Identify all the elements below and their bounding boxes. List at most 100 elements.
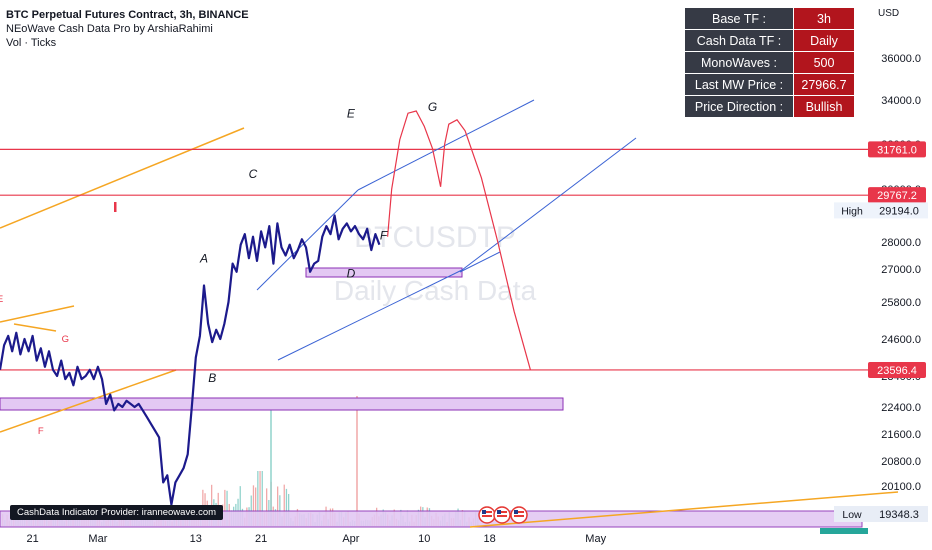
channel-line	[256, 189, 359, 291]
volume-bar	[255, 487, 257, 526]
info-row-base-tf: Base TF :3h	[685, 8, 854, 29]
info-value: 3h	[794, 8, 854, 29]
y-tick-label: 28000.0	[881, 237, 921, 249]
volume-bar	[226, 490, 228, 526]
info-row-direction: Price Direction : Bullish	[685, 96, 854, 117]
zone-box	[0, 397, 564, 411]
watermark-symbol: BTCUSDTP	[354, 221, 516, 254]
wave-label: B	[208, 371, 216, 385]
y-tick-label: 25800.0	[881, 297, 921, 309]
x-tick-label: 18	[483, 533, 495, 545]
trend-line	[469, 491, 899, 528]
flag-icon-stripe	[497, 511, 507, 513]
volume-bar	[261, 471, 263, 526]
volume-bar	[277, 486, 279, 526]
info-key: Last MW Price :	[685, 74, 793, 95]
info-row-last-price: Last MW Price :27966.7	[685, 74, 854, 95]
x-tick-label: May	[585, 533, 606, 545]
flag-icon-stripe	[497, 515, 507, 517]
event-icons[interactable]	[478, 506, 528, 524]
level-badge	[868, 141, 926, 158]
horizontal-levels	[0, 148, 868, 371]
marker-tag	[834, 506, 870, 522]
wave-label: D	[347, 266, 356, 280]
marker-badge	[870, 506, 928, 522]
x-tick-label: Mar	[88, 533, 107, 545]
info-value: Daily	[794, 30, 854, 51]
x-tick-label: 13	[190, 533, 202, 545]
flag-icon-stripe	[482, 511, 492, 513]
trend-line	[13, 323, 57, 332]
wave-label: E	[0, 294, 3, 305]
chart-title: BTC Perpetual Futures Contract, 3h, BINA…	[6, 9, 249, 21]
volume-bar	[266, 488, 268, 526]
wave-label: E	[347, 107, 356, 121]
info-table: Base TF :3h Cash Data TF : Daily MonoWave…	[684, 7, 855, 118]
y-tick-label: 27000.0	[881, 264, 921, 276]
level-badge-label: 29767.2	[877, 190, 917, 202]
wave-label: F	[38, 426, 44, 437]
x-tick-label: 21	[255, 533, 267, 545]
info-key: Base TF :	[685, 8, 793, 29]
wave-label: C	[249, 167, 258, 181]
demand-zones	[0, 267, 863, 528]
info-row-cash-tf: Cash Data TF : Daily	[685, 30, 854, 51]
trend-lines	[0, 127, 899, 528]
flag-icon-stripe	[514, 511, 524, 513]
marker-tick	[114, 202, 117, 212]
projection-path	[387, 110, 531, 370]
volume-bar	[259, 471, 261, 526]
price-badges: 31761.0 29767.2 23596.4 High 29194.0 Low 19348…	[820, 141, 928, 534]
volume-bar	[239, 486, 241, 526]
info-value: 27966.7	[794, 74, 854, 95]
marker-badge-label: 19348.3	[879, 509, 919, 521]
volume-axis-badge	[820, 528, 868, 534]
y-tick-label: 20800.0	[881, 456, 921, 468]
price-axis[interactable]: USD36000.034000.032000.030000.028000.027…	[878, 8, 921, 493]
volume-bar	[252, 485, 255, 526]
y-tick-label: 21600.0	[881, 429, 921, 441]
trend-line	[0, 305, 75, 323]
info-key: Price Direction :	[685, 96, 793, 117]
marker-tag-label: Low	[842, 509, 862, 521]
volume-bar	[257, 471, 259, 526]
flag-icon-stripe	[482, 515, 492, 517]
axis-unit: USD	[878, 8, 899, 19]
watermark-subtitle: Daily Cash Data	[334, 275, 537, 306]
watermark: BTCUSDTP Daily Cash Data	[334, 221, 537, 306]
level-badge-label: 31761.0	[877, 144, 917, 156]
marker-tag-label: High	[841, 205, 863, 217]
flag-icon-canton	[482, 510, 486, 514]
level-badge	[868, 361, 926, 378]
y-tick-label: 20100.0	[881, 481, 921, 493]
price-line	[0, 214, 381, 506]
projection-line	[387, 110, 531, 370]
indicator-name[interactable]: NEoWave Cash Data Pro by ArshiaRahimi	[6, 23, 213, 35]
volume-bar	[283, 484, 285, 526]
time-axis[interactable]: 21 Mar 13 21 Apr 10 18 May	[26, 533, 606, 545]
trend-line	[0, 127, 245, 229]
wave-labels: A B C D E F G E G F	[0, 100, 437, 437]
channel-line	[277, 269, 463, 361]
price-line-group	[0, 214, 381, 506]
y-tick-label: 34000.0	[881, 95, 921, 107]
flag-icon-stripe	[514, 515, 524, 517]
y-tick-label: 36000.0	[881, 53, 921, 65]
wave-label: G	[62, 334, 69, 345]
marker-badge	[870, 202, 928, 219]
volume-bar	[288, 493, 290, 526]
info-key: MonoWaves :	[685, 52, 793, 73]
y-tick-label: 22400.0	[881, 402, 921, 414]
channel-line	[357, 99, 535, 191]
level-badge	[868, 187, 926, 204]
wave-channel	[256, 99, 637, 361]
info-key: Cash Data TF :	[685, 30, 793, 51]
volume-label[interactable]: Vol · Ticks	[6, 37, 57, 49]
x-tick-label: Apr	[342, 533, 359, 545]
provider-label: CashData Indicator Provider: iranneowave…	[10, 505, 224, 520]
flag-icon-canton	[497, 510, 501, 514]
wave-label: A	[199, 251, 208, 265]
info-value: Bullish	[794, 96, 854, 117]
wave-label: G	[428, 100, 437, 114]
